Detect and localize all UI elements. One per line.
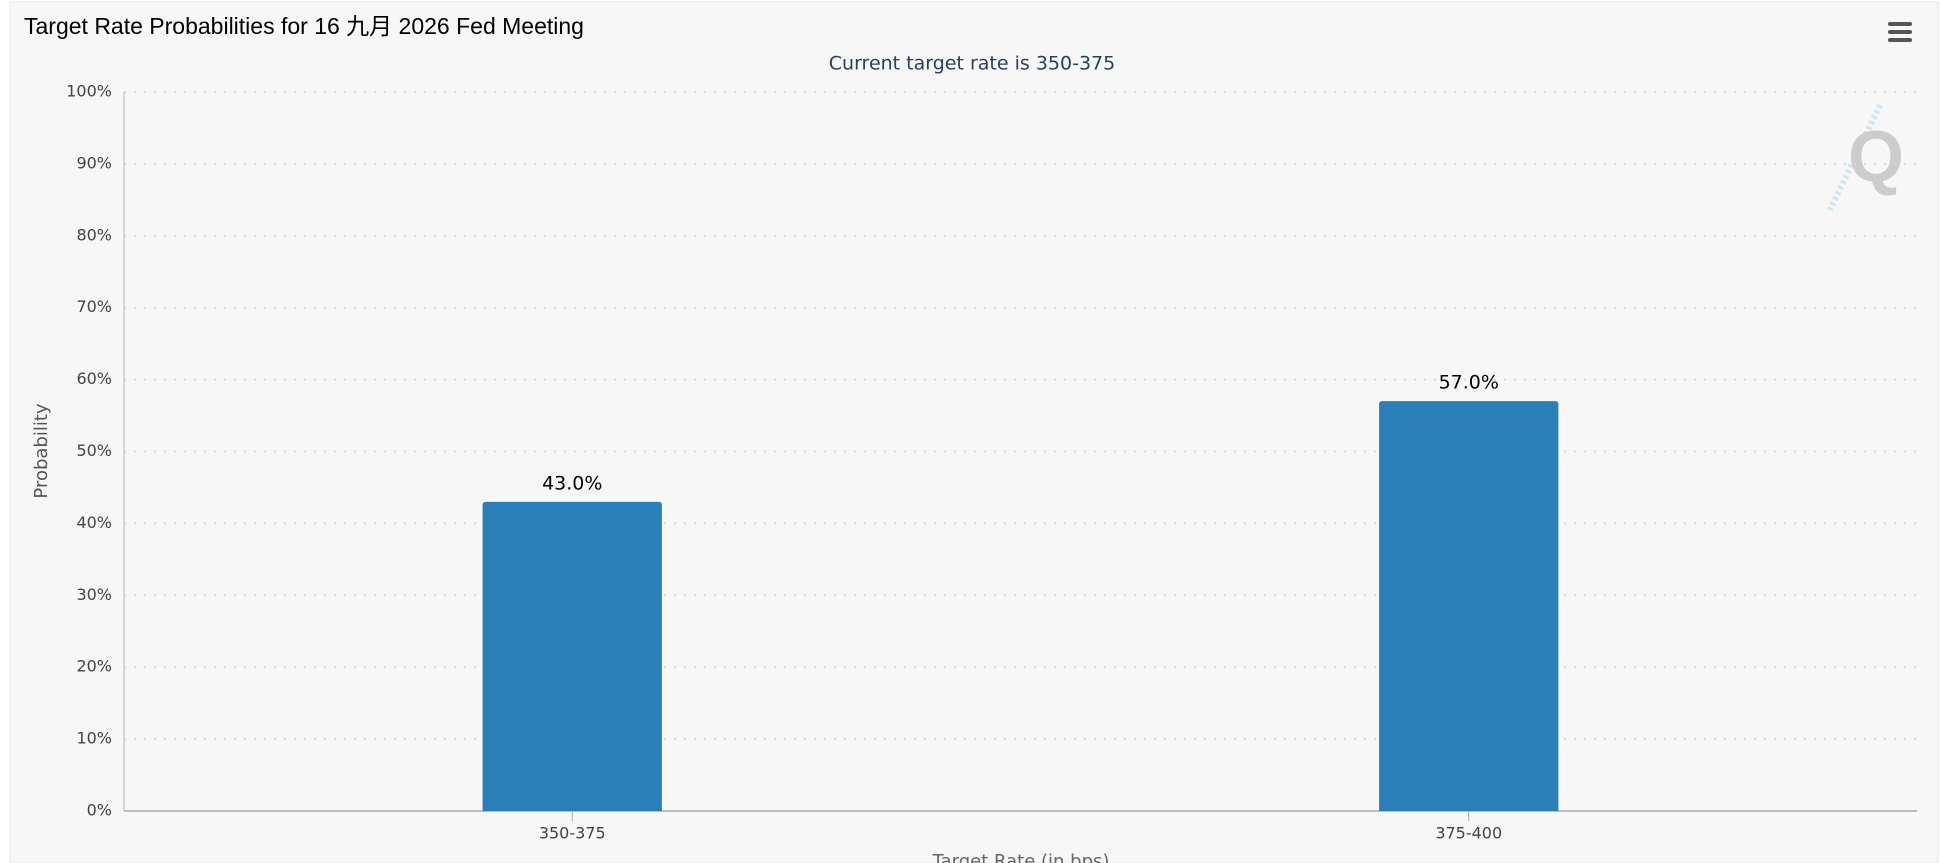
y-tick-label: 50% (76, 441, 112, 460)
y-tick-label: 60% (76, 369, 112, 388)
y-tick-label: 20% (76, 657, 112, 676)
y-tick-label: 30% (76, 585, 112, 604)
menu-button[interactable] (1888, 22, 1912, 42)
x-axis-title: Target Rate (in bps) (932, 851, 1110, 863)
y-tick-label: 0% (87, 801, 112, 820)
chart-background (9, 1, 1939, 863)
y-tick-label: 90% (76, 153, 112, 172)
watermark-letter: Q (1848, 117, 1904, 197)
menu-bar (1888, 38, 1912, 42)
chart-title: Target Rate Probabilities for 16 九月 2026… (24, 13, 584, 39)
watermark: Q (1827, 103, 1904, 212)
data-label: 43.0% (542, 472, 602, 494)
y-tick-label: 10% (76, 729, 112, 748)
bar (482, 501, 662, 811)
y-tick-label: 40% (76, 513, 112, 532)
watermark-stroke (1827, 103, 1883, 212)
y-tick-label: 100% (66, 82, 112, 101)
y-tick-label: 70% (76, 297, 112, 316)
data-label: 57.0% (1439, 372, 1499, 394)
y-axis-title: Probability (31, 403, 52, 498)
menu-bar (1888, 30, 1912, 34)
chart-subtitle: Current target rate is 350-375 (829, 53, 1115, 75)
x-tick-label: 350-375 (539, 824, 606, 843)
x-tick-label: 375-400 (1435, 824, 1502, 843)
y-tick-label: 80% (76, 225, 112, 244)
bar (1379, 401, 1559, 811)
menu-bar (1888, 22, 1912, 26)
